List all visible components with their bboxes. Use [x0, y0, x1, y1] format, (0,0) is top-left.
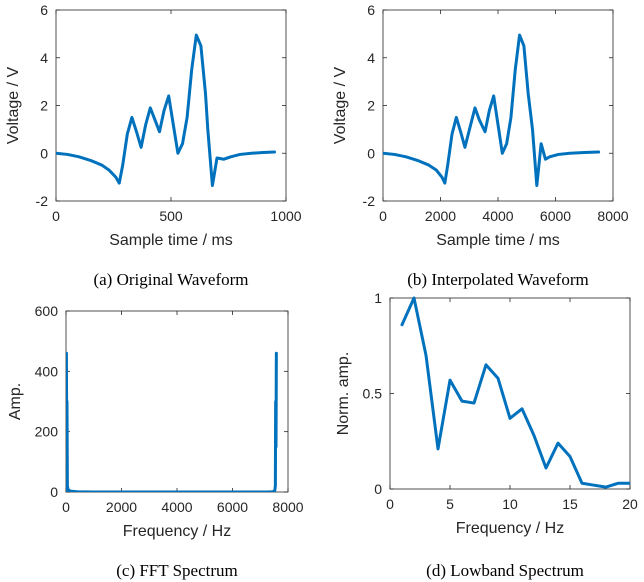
y-axis-label: Voltage / V: [332, 66, 349, 144]
series-line: [383, 33, 601, 187]
x-axis-label: Frequency / Hz: [456, 520, 564, 537]
x-tick-label: 20: [622, 496, 638, 512]
x-tick-label: 8000: [597, 208, 628, 224]
y-tick-label: 6: [40, 2, 48, 18]
x-axis-label: Frequency / Hz: [123, 523, 231, 540]
subfigure-caption: (a) Original Waveform: [93, 270, 248, 289]
x-tick-label: 2000: [425, 208, 456, 224]
subfigure-caption: (b) Interpolated Waveform: [407, 270, 588, 289]
subfigure-caption: (c) FFT Spectrum: [116, 561, 238, 580]
x-tick-label: 10: [502, 496, 518, 512]
x-tick-label: 8000: [272, 499, 303, 515]
y-tick-label: 400: [35, 363, 59, 379]
series-line: [66, 351, 278, 492]
y-tick-label: 200: [35, 424, 59, 440]
panel-fft-spectrum: 0 2000 4000 6000 8000 0 200 400 600 Frequency / H…: [7, 303, 304, 580]
x-tick-label: 4000: [482, 208, 513, 224]
x-tick-label: 6000: [540, 208, 571, 224]
x-tick-label: 4000: [161, 499, 192, 515]
x-tick-label: 15: [562, 496, 578, 512]
y-tick-label: 0.5: [363, 386, 383, 402]
y-tick-label: 0: [374, 481, 382, 497]
y-tick-label: 2: [40, 98, 48, 114]
x-axis-label: Sample time / ms: [436, 232, 560, 249]
x-tick-label: 0: [379, 208, 387, 224]
series-line: [56, 33, 276, 187]
x-tick-label: 0: [52, 208, 60, 224]
x-tick-label: 0: [386, 496, 394, 512]
y-tick-label: 0: [50, 484, 58, 500]
plot-frame: [389, 297, 631, 490]
y-tick-label: -2: [36, 193, 49, 209]
y-tick-label: 4: [367, 50, 375, 66]
x-tick-label: 1000: [270, 208, 301, 224]
subfigure-caption: (d) Lowband Spectrum: [426, 561, 584, 580]
y-tick-label: -2: [363, 193, 376, 209]
plot-frame: [382, 9, 614, 202]
y-tick-label: 0: [367, 145, 375, 161]
y-tick-label: 1: [374, 290, 382, 306]
y-axis-label: Amp.: [7, 383, 24, 420]
y-tick-label: 2: [367, 98, 375, 114]
panel-lowband-spectrum: 0 5 10 15 20 0 0.5 1 Frequency / Hz Norm. amp. (d)…: [335, 290, 638, 580]
y-axis-label: Norm. amp.: [335, 352, 352, 436]
series-line: [400, 296, 630, 489]
x-tick-label: 2000: [106, 499, 137, 515]
x-axis-label: Sample time / ms: [109, 232, 233, 249]
y-tick-label: 4: [40, 50, 48, 66]
x-tick-label: 5: [446, 496, 454, 512]
y-tick-label: 6: [367, 2, 375, 18]
y-axis-label: Voltage / V: [5, 66, 22, 144]
y-tick-label: 600: [35, 303, 59, 319]
x-tick-label: 500: [159, 208, 183, 224]
x-tick-label: 0: [62, 499, 70, 515]
plot-frame: [65, 310, 289, 493]
y-tick-label: 0: [40, 145, 48, 161]
x-tick-label: 6000: [217, 499, 248, 515]
